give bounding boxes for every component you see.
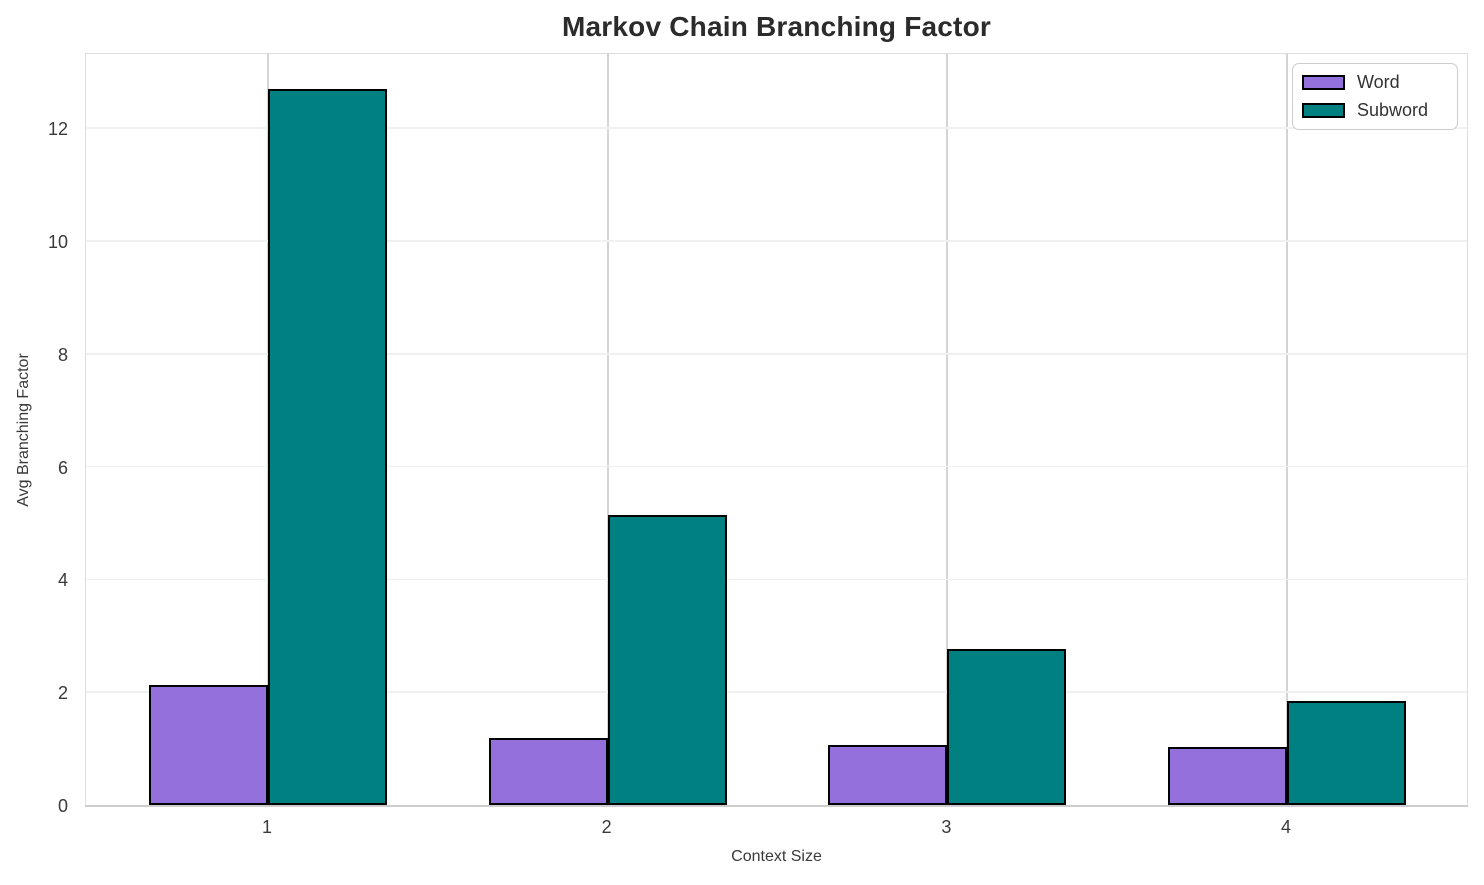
bar-word-context-4	[1168, 747, 1287, 805]
bar-subword-context-1	[268, 88, 387, 805]
x-tick-label: 4	[1280, 817, 1291, 837]
x-axis-label: Context Size	[731, 848, 822, 865]
bar-subword-context-2	[607, 514, 727, 805]
legend-label: Word	[1357, 72, 1400, 92]
chart-title: Markov Chain Branching Factor	[562, 11, 991, 42]
y-tick-label: 8	[57, 344, 68, 365]
y-axis-ticks: 0 2 4 6 8 10 12	[0, 53, 78, 815]
bar-word-context-1	[149, 684, 268, 805]
x-tick-label: 3	[941, 817, 952, 837]
legend: Word Subword	[1292, 63, 1458, 130]
bar-subword-context-3	[947, 648, 1067, 805]
y-tick-label: 0	[57, 796, 68, 816]
horizontal-gridline	[86, 578, 1467, 581]
vertical-gridline	[1285, 54, 1288, 805]
legend-label: Subword	[1357, 100, 1429, 120]
word-swatch	[1302, 75, 1345, 90]
x-tick-label: 2	[601, 817, 612, 837]
plot-area	[85, 53, 1468, 807]
x-axis-spine	[85, 804, 1468, 807]
subword-swatch	[1302, 103, 1345, 118]
y-tick-label: 2	[57, 683, 68, 704]
y-tick-label: 6	[57, 457, 68, 478]
horizontal-gridline	[86, 353, 1467, 355]
y-tick-label: 4	[57, 570, 68, 591]
legend-item-word: Word	[1302, 73, 1445, 92]
y-tick-label: 10	[47, 231, 68, 252]
vertical-gridline	[946, 54, 949, 805]
x-tick-label: 1	[261, 817, 273, 837]
horizontal-gridline	[86, 691, 1467, 693]
horizontal-gridline	[86, 465, 1467, 468]
legend-item-subword: Subword	[1302, 101, 1445, 120]
bar-word-context-3	[828, 745, 948, 805]
bar-word-context-2	[488, 738, 608, 805]
x-axis-ticks: 1 2 3 4	[85, 817, 1468, 841]
vertical-gridline	[606, 54, 609, 805]
y-tick-label: 12	[47, 119, 68, 140]
horizontal-gridline	[86, 127, 1467, 129]
bar-subword-context-4	[1286, 701, 1406, 805]
horizontal-gridline	[86, 240, 1467, 242]
